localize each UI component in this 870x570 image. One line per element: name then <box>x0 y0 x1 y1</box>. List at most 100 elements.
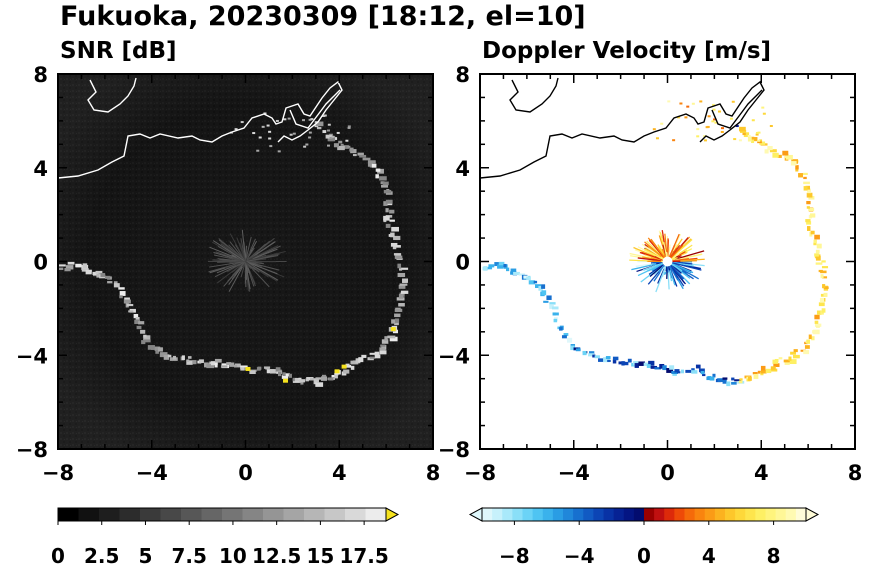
snr-echo-cell <box>214 362 218 368</box>
snr-echo-cell <box>327 144 331 147</box>
snr-echo-cell-max <box>341 364 347 369</box>
snr-echo-cell <box>314 378 319 383</box>
colorbar-swatch <box>704 508 716 521</box>
snr-echo-cell <box>143 334 147 338</box>
snr-echo-cell <box>397 272 406 278</box>
snr-echo-cell <box>362 157 371 161</box>
doppler-echo-cell <box>821 260 826 263</box>
snr-echo-cell <box>398 284 406 289</box>
doppler-echo-cell <box>696 128 700 131</box>
snr-echo-cell <box>240 121 244 124</box>
y-tick-label: −8 <box>16 438 48 462</box>
snr-echo-cell <box>269 369 277 374</box>
doppler-echo-cell <box>823 286 829 289</box>
snr-echo-cell <box>294 377 302 382</box>
snr-echo-cell <box>303 145 307 148</box>
doppler-echo-cell <box>803 181 810 185</box>
y-tick-label: 8 <box>455 63 470 87</box>
doppler-echo-cell <box>711 103 715 106</box>
x-tick-label: 0 <box>238 461 253 485</box>
doppler-echo-cell <box>738 139 742 142</box>
doppler-echo-cell <box>765 368 772 374</box>
doppler-echo-cell <box>751 138 755 144</box>
doppler-echo-cell <box>739 129 747 133</box>
snr-echo-cell <box>338 140 343 144</box>
doppler-echo-cell <box>813 242 817 246</box>
x-tick-label: −4 <box>558 461 590 485</box>
snr-echo-cell <box>390 232 395 238</box>
snr-echo-cell <box>323 114 327 117</box>
colorbar-swatch <box>563 508 574 521</box>
doppler-echo-cell <box>748 376 752 381</box>
snr-echo-cell <box>316 122 320 125</box>
snr-echo-cell <box>394 308 403 312</box>
snr-echo-cell <box>331 135 335 138</box>
snr-echo-cell <box>301 119 305 122</box>
snr-echo-cell <box>380 344 386 347</box>
snr-echo-cell <box>229 362 235 367</box>
doppler-echo-cell <box>703 139 707 142</box>
snr-echo-cell <box>329 137 333 140</box>
doppler-echo-cell <box>659 363 665 369</box>
snr-echo-cell <box>357 152 364 156</box>
doppler-echo-cell <box>721 127 725 130</box>
doppler-echo-cell <box>816 310 822 315</box>
doppler-echo-cell <box>739 126 746 132</box>
colorbar-swatch <box>714 508 726 521</box>
doppler-echo-cell <box>686 105 690 108</box>
snr-echo-cell <box>75 263 82 268</box>
doppler-echo-cell <box>742 131 746 136</box>
snr-echo-cell <box>327 123 331 126</box>
doppler-echo-cell <box>703 135 707 138</box>
doppler-echo-cell <box>761 369 767 374</box>
snr-clutter-ray <box>240 261 246 278</box>
doppler-echo-cell <box>666 368 674 373</box>
snr-echo-cell <box>192 360 197 365</box>
snr-echo-cell <box>113 283 120 288</box>
snr-echo-cell <box>316 126 322 130</box>
snr-echo-cell <box>283 118 287 121</box>
doppler-echo-cell <box>784 153 789 159</box>
snr-echo-cell <box>400 290 409 294</box>
doppler-echo-cell <box>549 304 554 309</box>
doppler-echo-cell <box>795 165 799 170</box>
colorbar-swatch <box>745 508 756 521</box>
snr-axes: −8 −4 0 4 8 8 4 0 −4 −8 <box>16 63 441 485</box>
snr-echo-cell <box>104 275 111 279</box>
snr-echo-cell <box>107 281 113 284</box>
doppler-echo-cell <box>655 137 659 140</box>
snr-clutter-ray <box>245 255 279 262</box>
doppler-echo-cell <box>747 136 752 142</box>
snr-echo-cell <box>343 145 349 149</box>
doppler-echo-cell <box>739 378 743 381</box>
y-tick-label: 4 <box>455 157 470 181</box>
snr-panel: −8 −4 0 4 8 8 4 0 −4 −8 <box>16 63 441 485</box>
snr-echo-cell <box>308 118 312 121</box>
doppler-echo-cell <box>588 353 594 357</box>
doppler-echo-cell <box>533 280 538 284</box>
doppler-echo-cell <box>771 368 778 372</box>
doppler-echo-cell <box>621 361 625 366</box>
colorbar-tick-label: 4 <box>702 544 716 568</box>
snr-echo-cell <box>263 112 267 115</box>
doppler-center-gap <box>662 256 673 267</box>
doppler-echo-cell <box>699 100 703 103</box>
snr-echo-cell <box>400 267 409 270</box>
snr-echo-cell <box>374 351 380 356</box>
doppler-echo-cell <box>798 173 803 178</box>
snr-echo-cell <box>143 339 151 343</box>
snr-clutter-ray <box>245 237 275 262</box>
x-tick-label: 4 <box>754 461 769 485</box>
doppler-echo-cell <box>818 302 825 307</box>
colorbar-swatch <box>725 508 736 521</box>
doppler-echo-cell <box>769 125 773 128</box>
doppler-echo-cell <box>808 207 815 212</box>
snr-echo-cell <box>298 379 306 383</box>
snr-echo-cell <box>379 347 386 351</box>
colorbar-swatch <box>765 508 777 521</box>
doppler-echo-cell <box>541 290 547 296</box>
doppler-echo-cell <box>805 185 811 190</box>
colorbar-swatch <box>644 508 655 521</box>
colorbar-extend-high <box>385 507 400 522</box>
doppler-echo-cell <box>612 359 617 364</box>
